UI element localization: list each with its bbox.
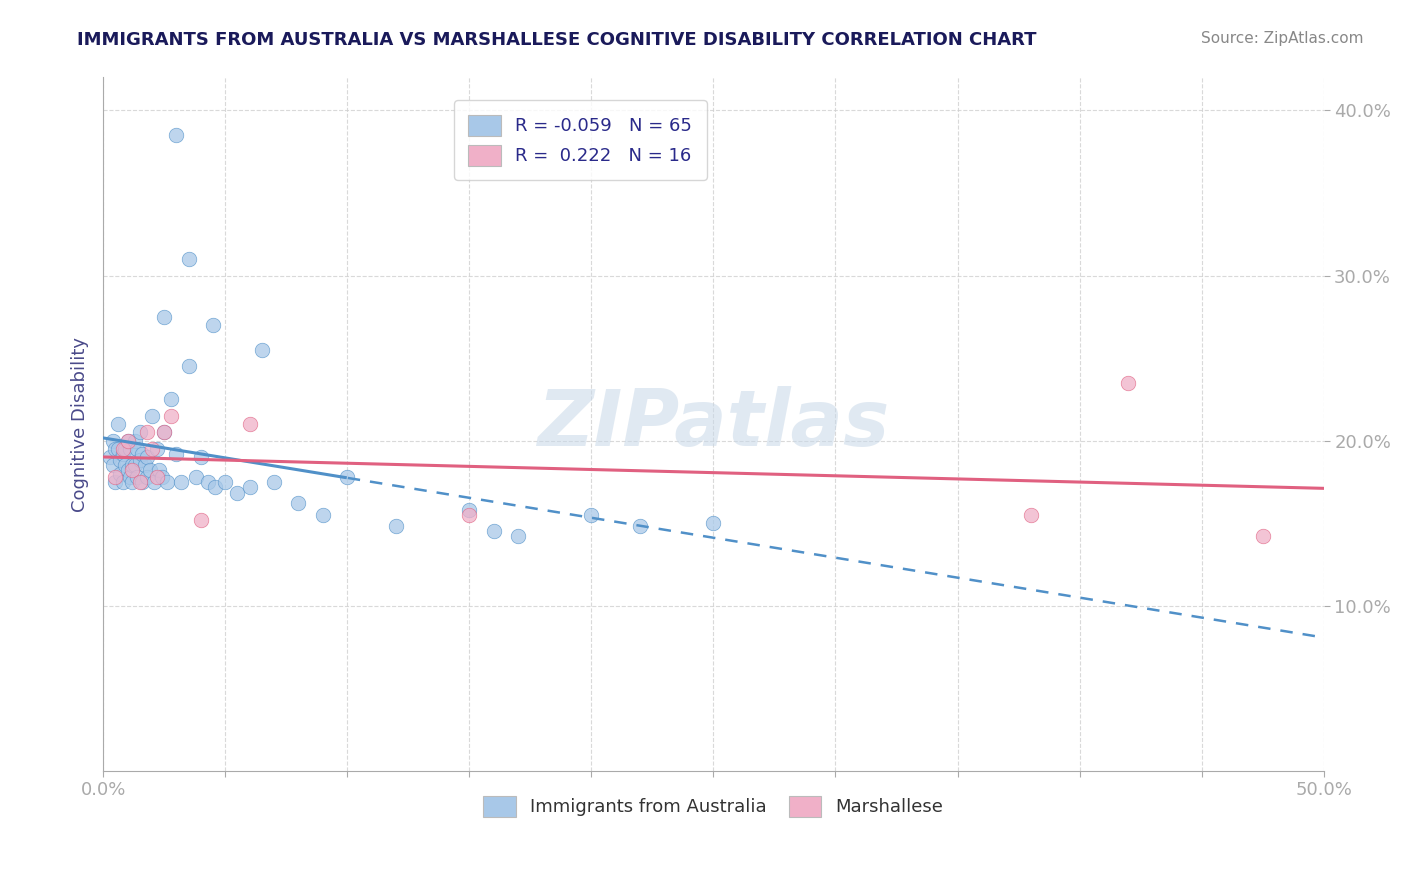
Text: ZIPatlas: ZIPatlas: [537, 386, 890, 462]
Point: [104, 475, 127, 489]
Point: [124, 458, 146, 473]
Point: [155, 475, 177, 489]
Point: [110, 453, 132, 467]
Point: [127, 470, 149, 484]
Point: [312, 508, 335, 522]
Point: [1251, 529, 1274, 543]
Y-axis label: Cognitive Disability: Cognitive Disability: [72, 336, 89, 512]
Point: [204, 480, 226, 494]
Point: [124, 434, 146, 448]
Point: [114, 442, 136, 456]
Point: [458, 508, 481, 522]
Point: [170, 475, 193, 489]
Point: [1118, 376, 1140, 390]
Point: [107, 417, 129, 431]
Point: [239, 480, 262, 494]
Point: [121, 475, 143, 489]
Point: [581, 508, 603, 522]
Point: [482, 524, 505, 539]
Point: [128, 475, 150, 489]
Point: [702, 516, 724, 530]
Point: [121, 458, 143, 473]
Point: [136, 450, 159, 464]
Point: [508, 529, 530, 543]
Point: [104, 442, 127, 456]
Point: [184, 470, 207, 484]
Point: [136, 425, 159, 440]
Legend: Immigrants from Australia, Marshallese: Immigrants from Australia, Marshallese: [477, 789, 950, 824]
Point: [146, 442, 169, 456]
Point: [250, 343, 273, 357]
Point: [131, 447, 153, 461]
Point: [165, 447, 187, 461]
Point: [214, 475, 236, 489]
Point: [134, 458, 156, 473]
Point: [128, 425, 150, 440]
Point: [127, 442, 149, 456]
Point: [190, 513, 212, 527]
Point: [111, 475, 134, 489]
Point: [148, 463, 170, 477]
Point: [101, 458, 124, 473]
Point: [1019, 508, 1042, 522]
Point: [111, 447, 134, 461]
Point: [160, 409, 183, 423]
Point: [263, 475, 285, 489]
Point: [118, 442, 141, 456]
Point: [143, 475, 166, 489]
Point: [628, 519, 651, 533]
Point: [101, 434, 124, 448]
Point: [110, 467, 132, 481]
Point: [117, 434, 139, 448]
Text: Source: ZipAtlas.com: Source: ZipAtlas.com: [1201, 31, 1364, 46]
Point: [146, 470, 169, 484]
Point: [153, 310, 176, 324]
Point: [121, 463, 143, 477]
Point: [201, 318, 224, 332]
Point: [336, 470, 359, 484]
Point: [118, 470, 141, 484]
Point: [117, 434, 139, 448]
Point: [197, 475, 219, 489]
Point: [128, 453, 150, 467]
Point: [153, 425, 176, 440]
Point: [239, 417, 262, 431]
Point: [141, 442, 163, 456]
Point: [177, 252, 200, 266]
Point: [141, 409, 163, 423]
Point: [165, 128, 187, 143]
Point: [107, 442, 129, 456]
Point: [104, 470, 127, 484]
Point: [114, 458, 136, 473]
Point: [153, 425, 176, 440]
Point: [117, 463, 139, 477]
Point: [150, 470, 173, 484]
Point: [131, 475, 153, 489]
Point: [190, 450, 212, 464]
Text: IMMIGRANTS FROM AUSTRALIA VS MARSHALLESE COGNITIVE DISABILITY CORRELATION CHART: IMMIGRANTS FROM AUSTRALIA VS MARSHALLESE…: [77, 31, 1036, 49]
Point: [138, 463, 160, 477]
Point: [100, 450, 122, 464]
Point: [226, 486, 249, 500]
Point: [287, 496, 309, 510]
Point: [111, 442, 134, 456]
Point: [385, 519, 408, 533]
Point: [458, 503, 481, 517]
Point: [177, 359, 200, 374]
Point: [136, 470, 159, 484]
Point: [160, 392, 183, 407]
